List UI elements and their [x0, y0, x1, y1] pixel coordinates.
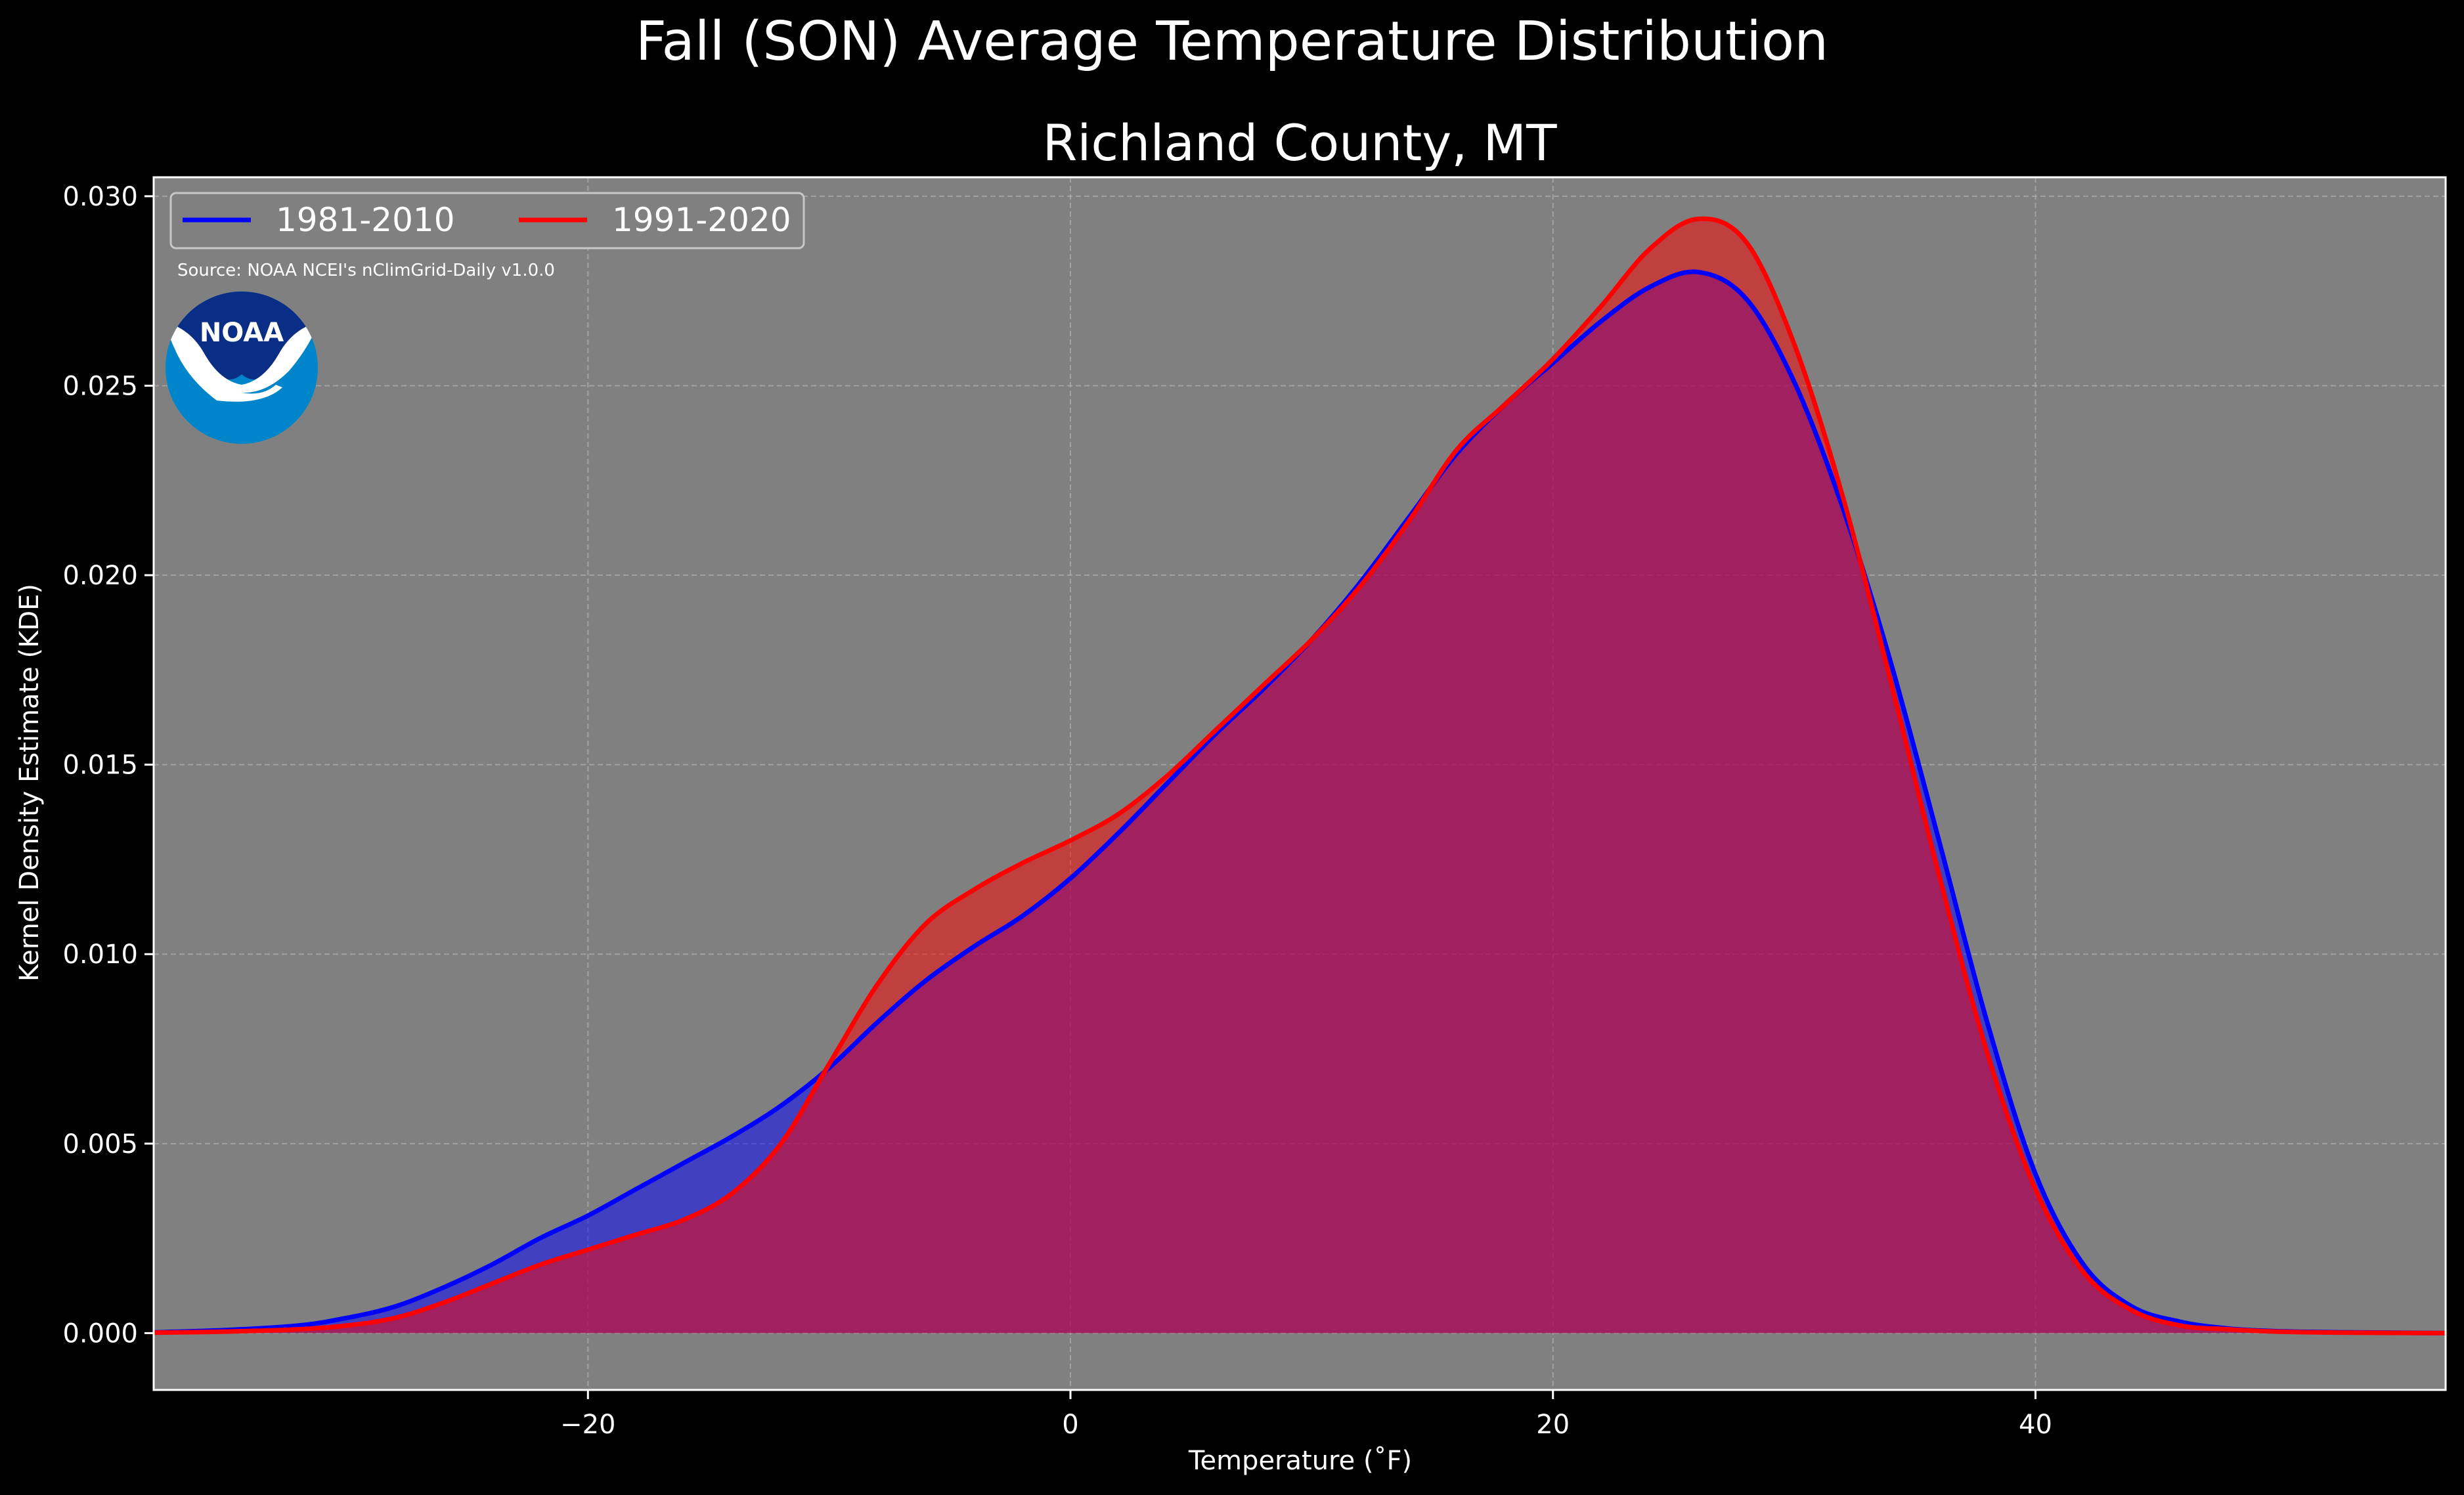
x-tick-label: 20 [1536, 1410, 1570, 1440]
x-tick-label: −20 [560, 1410, 615, 1440]
plot-frame [152, 176, 2447, 1391]
kde-fill-1991-2020 [154, 219, 2446, 1333]
noaa-logo-text: NOAA [200, 318, 284, 348]
kde-lines [154, 216, 2446, 1335]
y-tick-label: 0.015 [62, 750, 138, 781]
x-tick-label: 40 [2019, 1410, 2052, 1440]
y-tick-label: 0.020 [62, 561, 138, 591]
y-tick-label: 0.000 [62, 1318, 138, 1349]
legend-label-1981-2010: 1981-2010 [276, 201, 455, 239]
legend-label-1991-2020: 1991-2020 [612, 201, 791, 239]
figure-title: Fall (SON) Average Temperature Distribut… [635, 11, 1829, 73]
kde-fills [154, 219, 2446, 1333]
source-annotation: Source: NOAA NCEI's nClimGrid-Daily v1.0… [177, 261, 555, 280]
kde-line-1981-2010 [154, 269, 2446, 1335]
y-tick-label: 0.025 [62, 371, 138, 401]
noaa-gull-icon [165, 322, 318, 402]
chart-subtitle: Richland County, MT [1042, 114, 1557, 172]
y-axis-label: Kernel Density Estimate (KDE) [14, 584, 45, 982]
x-tick-label: 0 [1062, 1410, 1078, 1440]
legend-box [169, 192, 805, 249]
axis-ticks: −20 0 20 40 0.000 0.005 0.010 0.015 0.020 0.025 0.… [62, 182, 2052, 1440]
y-tick-label: 0.010 [62, 940, 138, 970]
y-tick-label: 0.030 [62, 182, 138, 212]
noaa-logo: NOAA [165, 292, 318, 444]
kde-line-1991-2020 [154, 216, 2446, 1335]
x-axis-label: Temperature (˚F) [1188, 1446, 1412, 1476]
y-tick-label: 0.005 [62, 1129, 138, 1159]
legend: 1981-2010 1991-2020 [169, 192, 805, 249]
